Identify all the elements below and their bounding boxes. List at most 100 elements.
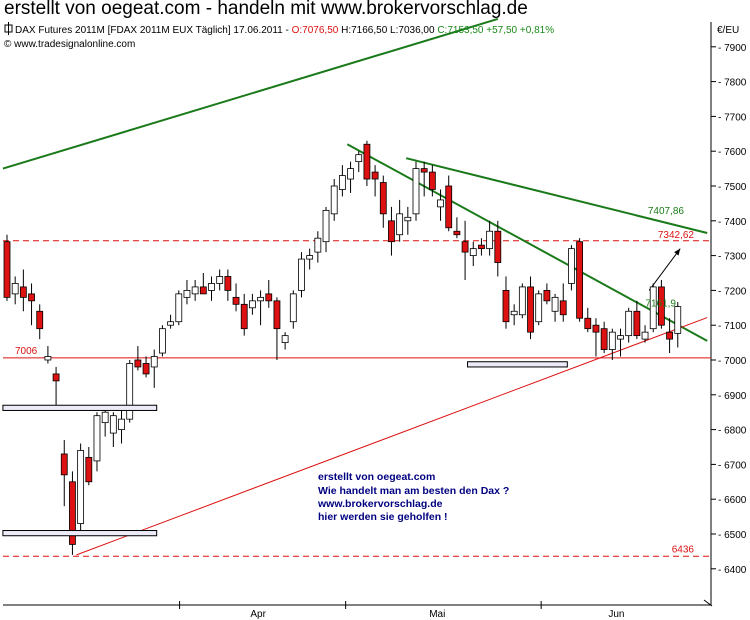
- candle-up: [396, 213, 404, 236]
- candle-down: [600, 328, 608, 350]
- candle-up: [298, 258, 305, 291]
- candle-up: [355, 154, 363, 163]
- y-tick-label: - 6700: [718, 460, 747, 471]
- candle-down: [543, 289, 551, 302]
- candle-down: [363, 143, 371, 180]
- candle-up: [159, 328, 166, 354]
- y-tick-label: - 7300: [718, 252, 747, 263]
- candle-down: [494, 230, 502, 263]
- copyright-text: © www.tradesignalonline.com: [4, 39, 135, 50]
- candle-up: [126, 363, 134, 420]
- candle-up: [93, 415, 101, 462]
- annotation-line-4: hier werden sie geholfen !: [318, 511, 448, 523]
- candle-down: [502, 289, 510, 323]
- candle-up: [257, 296, 264, 302]
- x-tick-label: Mai: [429, 609, 445, 620]
- candle-up: [44, 356, 52, 361]
- candle-down: [371, 171, 379, 180]
- banner-title: erstellt von oegeat.com - handeln mit ww…: [4, 0, 528, 19]
- support-box: [2, 404, 158, 411]
- candle-up: [322, 209, 330, 243]
- candle-down: [199, 286, 207, 295]
- candle-down: [379, 182, 387, 215]
- y-tick-label: - 7200: [718, 286, 747, 297]
- y-tick-label: - 6600: [718, 495, 747, 506]
- candle-down: [658, 286, 665, 326]
- candle-up: [281, 335, 289, 344]
- chart-frame: [0, 22, 750, 620]
- candle-down: [224, 276, 232, 291]
- candle-down: [633, 310, 641, 337]
- price-label: 7161,9: [645, 299, 676, 310]
- header-close-change: C:7153,50 +57,50 +0,81%: [437, 25, 554, 36]
- candle-up: [469, 248, 477, 256]
- annotation-line-1: erstellt von oegeat.com: [318, 471, 435, 483]
- candle-up: [674, 306, 682, 334]
- candle-up: [625, 310, 633, 337]
- annotation-line-3: www.brokervorschlag.de: [317, 498, 443, 510]
- candle-up: [568, 248, 575, 284]
- candle-down: [265, 293, 273, 302]
- candle-down: [142, 363, 150, 375]
- candle-up: [191, 286, 199, 295]
- support-box: [2, 530, 158, 537]
- candle-down: [576, 241, 583, 319]
- candle-down: [19, 286, 27, 298]
- candle-down: [428, 171, 436, 190]
- candle-up: [314, 237, 322, 253]
- candle-down: [453, 230, 461, 236]
- candle-up: [412, 168, 420, 215]
- candle-up: [347, 168, 354, 180]
- y-tick-label: - 7400: [718, 217, 747, 228]
- y-tick-label: - 6800: [718, 426, 747, 437]
- candle-up: [11, 283, 19, 295]
- y-tick-label: - 7800: [718, 78, 747, 89]
- header-high-low: H:7166,50 L:7036,00: [338, 25, 437, 36]
- candle-down: [478, 244, 485, 250]
- candle-up: [641, 331, 649, 340]
- y-tick-label: - 6400: [718, 565, 747, 576]
- candle-down: [134, 359, 142, 368]
- candle-up: [510, 310, 518, 316]
- trend-line: [405, 157, 708, 234]
- candle-up: [486, 230, 494, 250]
- y-tick-label: - 6500: [718, 530, 747, 541]
- svg-text:DAX Futures 2011M [FDAX 2011M: DAX Futures 2011M [FDAX 2011M EUX Täglic…: [15, 25, 554, 36]
- candle-up: [118, 418, 125, 431]
- candle-up: [404, 216, 412, 222]
- candle-up: [167, 321, 175, 326]
- annotation-line-2: Wie handelt man am besten den Dax ?: [318, 485, 509, 497]
- candle-down: [527, 286, 534, 333]
- candle-up: [150, 356, 158, 368]
- candle-up: [289, 293, 297, 323]
- candle-down: [240, 303, 248, 330]
- candle-down: [445, 185, 453, 229]
- candle-down: [85, 457, 93, 483]
- candle-up: [437, 199, 444, 208]
- x-tick-label: Jun: [608, 609, 624, 620]
- candle-up: [518, 286, 526, 316]
- candle-down: [60, 453, 68, 476]
- candle-down: [28, 293, 35, 302]
- level-label: 6436: [672, 544, 695, 555]
- candle-up: [535, 293, 543, 323]
- y-tick-label: - 7000: [718, 356, 747, 367]
- candle-down: [232, 296, 240, 305]
- target-arrowhead: [674, 248, 681, 256]
- candle-down: [461, 241, 469, 253]
- trend-line: [346, 143, 708, 342]
- candle-down: [273, 300, 281, 330]
- candle-up: [101, 411, 109, 424]
- candle-up: [649, 286, 657, 330]
- trend-line: [2, 18, 499, 170]
- candle-up: [617, 335, 624, 340]
- y-axis-unit: €/EU: [717, 25, 739, 36]
- candle-up: [109, 415, 117, 434]
- candle-down: [592, 324, 600, 333]
- candle-up: [551, 296, 559, 312]
- trend-line: [76, 317, 708, 556]
- candle-up: [338, 175, 346, 190]
- level-label: 7342,62: [658, 230, 695, 241]
- candle-down: [3, 241, 11, 298]
